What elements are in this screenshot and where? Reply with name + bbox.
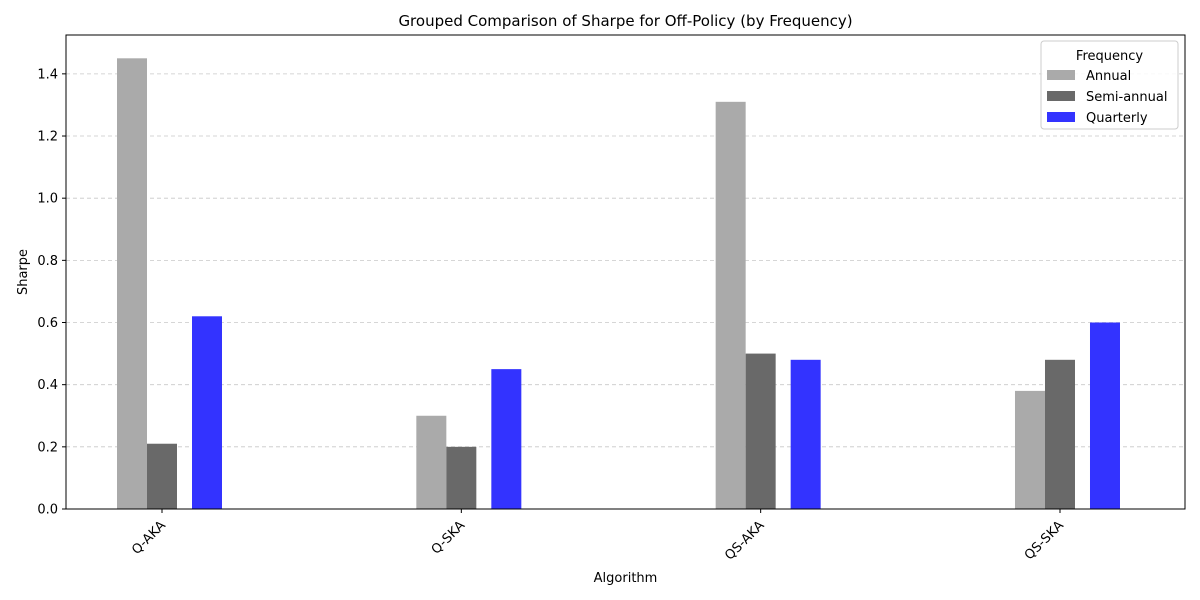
bars: [117, 58, 1120, 510]
legend-swatch: [1047, 70, 1075, 80]
y-tick-label: 0.2: [37, 440, 58, 455]
plot-frame: [65, 34, 1186, 510]
legend-title: Frequency: [1076, 49, 1143, 64]
legend-swatch: [1047, 112, 1075, 122]
y-tick-label: 0.8: [37, 254, 58, 269]
bar-quarterly-qs-aka: [790, 359, 821, 509]
x-axis: Q-AKA Q-SKA QS-AKA QS-SKA: [129, 509, 1067, 563]
bar-semi-annual-qs-ska: [1044, 359, 1075, 509]
x-tick-label: QS-AKA: [722, 518, 767, 563]
bar-annual-q-aka: [117, 58, 147, 510]
x-tick-label: Q-SKA: [429, 518, 468, 557]
x-axis-label: Algorithm: [594, 571, 658, 586]
y-tick-label: 0.0: [37, 503, 58, 518]
y-tick-label: 0.6: [37, 316, 58, 331]
bar-quarterly-q-ska: [491, 369, 522, 509]
bar-semi-annual-q-aka: [147, 443, 177, 509]
y-axis-label: Sharpe: [16, 249, 31, 295]
bar-annual-qs-aka: [715, 101, 746, 509]
legend-label: Annual: [1086, 69, 1131, 84]
y-tick-label: 0.4: [37, 378, 58, 393]
grid: [66, 73, 1185, 448]
legend-box: [1040, 40, 1179, 130]
legend: Frequency Annual Semi-annual Quarterly: [1040, 40, 1179, 130]
y-tick-label: 1.2: [37, 130, 58, 145]
bar-semi-annual-qs-aka: [745, 353, 776, 509]
bar-quarterly-qs-ska: [1089, 322, 1120, 509]
bar-annual-qs-ska: [1014, 390, 1045, 509]
bar-semi-annual-q-ska: [446, 446, 477, 509]
y-tick-label: 1.4: [37, 67, 58, 82]
y-axis: 0.0 0.2 0.4 0.6 0.8 1.0 1.2 1.4: [37, 67, 66, 518]
legend-label: Semi-annual: [1086, 90, 1167, 105]
chart-title: Grouped Comparison of Sharpe for Off-Pol…: [398, 12, 852, 30]
bar-annual-q-ska: [416, 415, 447, 509]
legend-label: Quarterly: [1086, 111, 1148, 126]
x-tick-label: Q-AKA: [129, 518, 169, 558]
bar-quarterly-q-aka: [192, 316, 222, 509]
x-tick-label: QS-SKA: [1022, 518, 1067, 563]
y-tick-label: 1.0: [37, 192, 58, 207]
legend-swatch: [1047, 91, 1075, 101]
